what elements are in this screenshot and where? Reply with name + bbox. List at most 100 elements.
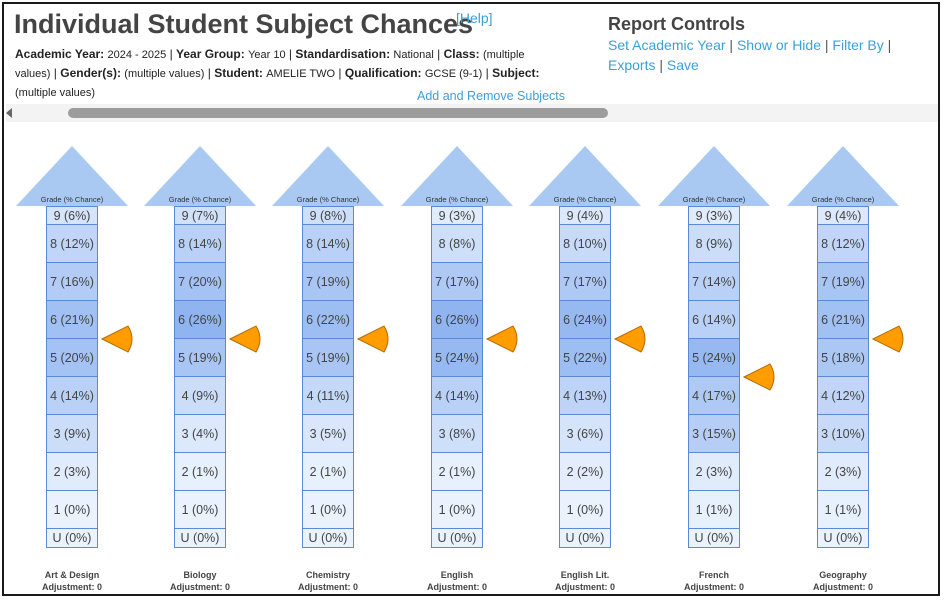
grade-cell[interactable]: 3 (9%) — [46, 415, 98, 453]
grade-cell[interactable]: 4 (14%) — [46, 377, 98, 415]
grade-cell[interactable]: 9 (7%) — [174, 206, 226, 225]
grade-cell[interactable]: 5 (24%) — [431, 339, 483, 377]
grade-cell[interactable]: 3 (15%) — [688, 415, 740, 453]
grade-cell[interactable]: 7 (16%) — [46, 263, 98, 301]
help-link[interactable]: [Help] — [456, 10, 493, 26]
grade-chance-label: Grade (% Chance) — [682, 195, 746, 204]
grade-cell[interactable]: 9 (3%) — [688, 206, 740, 225]
grade-cell[interactable]: U (0%) — [302, 529, 354, 548]
grade-cell[interactable]: 7 (20%) — [174, 263, 226, 301]
grade-cell[interactable]: 2 (1%) — [174, 453, 226, 491]
target-grade-marker-icon[interactable] — [356, 323, 390, 355]
grade-cell[interactable]: 1 (1%) — [817, 491, 869, 529]
grade-cell[interactable]: 1 (0%) — [46, 491, 98, 529]
grade-cell[interactable]: 4 (17%) — [688, 377, 740, 415]
page-title: Individual Student Subject Chances — [14, 9, 474, 39]
grade-cell[interactable]: 4 (9%) — [174, 377, 226, 415]
grade-stack: 9 (3%) 8 (9%) 7 (14%) 6 (14%) 5 (24%) 4 (17%)… — [688, 206, 740, 548]
grade-stack: 9 (6%) 8 (12%) 7 (16%) 6 (21%) 5 (20%) 4 (14%… — [46, 206, 98, 548]
grade-cell[interactable]: 1 (0%) — [174, 491, 226, 529]
grade-cell[interactable]: 3 (5%) — [302, 415, 354, 453]
grade-cell[interactable]: 6 (21%) — [46, 301, 98, 339]
grade-cell[interactable]: 8 (10%) — [559, 225, 611, 263]
scroll-thumb[interactable] — [68, 108, 608, 118]
grade-cell[interactable]: 2 (3%) — [46, 453, 98, 491]
grade-cell[interactable]: 9 (6%) — [46, 206, 98, 225]
target-grade-marker-icon[interactable] — [742, 361, 776, 393]
grade-cell[interactable]: 5 (19%) — [174, 339, 226, 377]
grade-cell[interactable]: U (0%) — [431, 529, 483, 548]
grade-cell[interactable]: 1 (0%) — [431, 491, 483, 529]
grade-cell[interactable]: 3 (6%) — [559, 415, 611, 453]
filter-by-link[interactable]: Filter By — [832, 37, 884, 53]
grade-cell[interactable]: 3 (10%) — [817, 415, 869, 453]
filter-summary: Academic Year: 2024 - 2025 | Year Group:… — [15, 47, 540, 99]
grade-cell[interactable]: 2 (1%) — [302, 453, 354, 491]
student-label: Student: — [214, 66, 263, 80]
grade-cell[interactable]: 5 (20%) — [46, 339, 98, 377]
grade-cell[interactable]: 8 (12%) — [46, 225, 98, 263]
grade-cell[interactable]: U (0%) — [174, 529, 226, 548]
grade-cell[interactable]: 1 (0%) — [559, 491, 611, 529]
grade-cell[interactable]: 7 (19%) — [302, 263, 354, 301]
save-link[interactable]: Save — [666, 57, 699, 73]
grade-cell[interactable]: 9 (4%) — [817, 206, 869, 225]
grade-cell[interactable]: 4 (14%) — [431, 377, 483, 415]
set-academic-year-link[interactable]: Set Academic Year — [608, 37, 726, 53]
grade-cell[interactable]: 6 (22%) — [302, 301, 354, 339]
show-or-hide-link[interactable]: Show or Hide — [736, 37, 821, 53]
grade-cell[interactable]: 2 (3%) — [817, 453, 869, 491]
grade-cell[interactable]: 1 (1%) — [688, 491, 740, 529]
grade-cell[interactable]: 2 (3%) — [688, 453, 740, 491]
grade-cell[interactable]: 6 (24%) — [559, 301, 611, 339]
grade-cell[interactable]: 4 (12%) — [817, 377, 869, 415]
grade-cell[interactable]: U (0%) — [559, 529, 611, 548]
grade-cell[interactable]: 6 (26%) — [431, 301, 483, 339]
grade-cell[interactable]: 7 (14%) — [688, 263, 740, 301]
grade-cell[interactable]: 6 (14%) — [688, 301, 740, 339]
grade-cell[interactable]: 9 (8%) — [302, 206, 354, 225]
grade-cell[interactable]: 8 (8%) — [431, 225, 483, 263]
grade-cell[interactable]: 3 (8%) — [431, 415, 483, 453]
grade-cell[interactable]: 4 (13%) — [559, 377, 611, 415]
target-grade-marker-icon[interactable] — [871, 323, 905, 355]
grade-cell[interactable]: 9 (3%) — [431, 206, 483, 225]
grade-cell[interactable]: 7 (17%) — [559, 263, 611, 301]
grade-cell[interactable]: 5 (22%) — [559, 339, 611, 377]
grade-cell[interactable]: 3 (4%) — [174, 415, 226, 453]
grade-cell[interactable]: 7 (17%) — [431, 263, 483, 301]
target-grade-marker-icon[interactable] — [613, 323, 647, 355]
grade-cell[interactable]: U (0%) — [688, 529, 740, 548]
grade-cell[interactable]: U (0%) — [46, 529, 98, 548]
target-grade-marker-icon[interactable] — [485, 323, 519, 355]
grade-cell[interactable]: 9 (4%) — [559, 206, 611, 225]
grade-cell[interactable]: 8 (9%) — [688, 225, 740, 263]
grade-cell[interactable]: 8 (14%) — [174, 225, 226, 263]
exports-link[interactable]: Exports — [608, 57, 656, 73]
grade-cell[interactable]: 6 (21%) — [817, 301, 869, 339]
adjustment-value: 0 — [225, 582, 231, 592]
grade-arrow-head-icon — [272, 146, 384, 206]
target-grade-marker-icon[interactable] — [100, 323, 134, 355]
add-remove-subjects-link[interactable]: Add and Remove Subjects — [417, 89, 566, 103]
grade-cell[interactable]: 5 (18%) — [817, 339, 869, 377]
subject-adjustment: Adjustment: 0 — [12, 582, 132, 593]
target-grade-marker-icon[interactable] — [228, 323, 262, 355]
grade-cell[interactable]: 2 (1%) — [431, 453, 483, 491]
grade-cell[interactable]: 7 (19%) — [817, 263, 869, 301]
grade-cell[interactable]: 8 (12%) — [817, 225, 869, 263]
grade-cell[interactable]: 4 (11%) — [302, 377, 354, 415]
horizontal-scrollbar[interactable] — [6, 104, 938, 122]
grade-cell[interactable]: 8 (14%) — [302, 225, 354, 263]
grade-cell[interactable]: U (0%) — [817, 529, 869, 548]
scroll-left-arrow-icon[interactable] — [6, 108, 12, 118]
qualification-value: GCSE (9-1) — [424, 68, 483, 80]
grade-cell[interactable]: 2 (2%) — [559, 453, 611, 491]
grade-cell[interactable]: 5 (19%) — [302, 339, 354, 377]
grade-cell[interactable]: 1 (0%) — [302, 491, 354, 529]
grade-cell[interactable]: 5 (24%) — [688, 339, 740, 377]
grade-cell[interactable]: 6 (26%) — [174, 301, 226, 339]
subject-column: Grade (% Chance) 9 (7%) 8 (14%) 7 (20%) 6 (2… — [140, 141, 262, 594]
grade-chance-label: Grade (% Chance) — [168, 195, 232, 204]
subject-adjustment: Adjustment: 0 — [783, 582, 903, 593]
